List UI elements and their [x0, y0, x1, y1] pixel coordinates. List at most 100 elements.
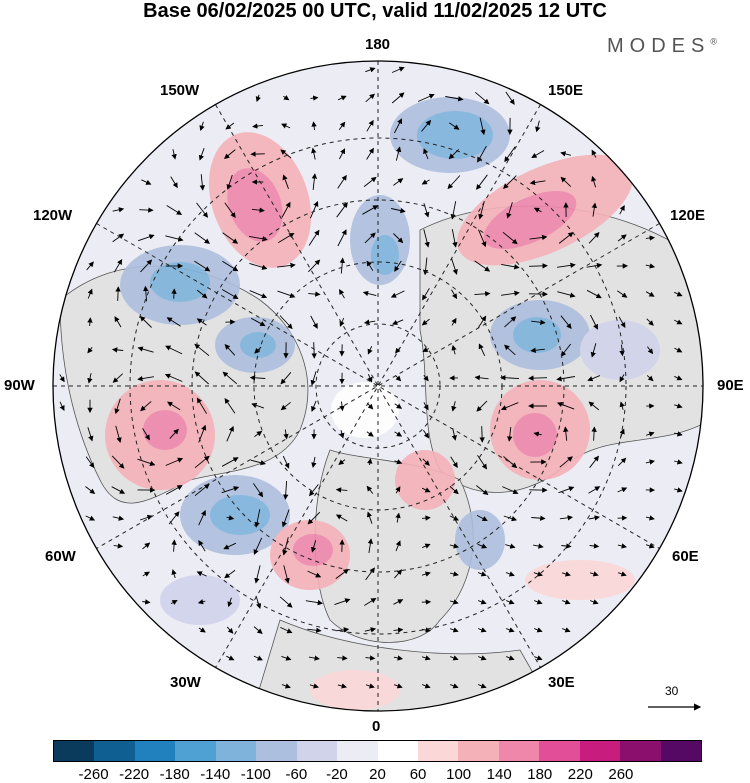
colorbar-swatch	[620, 741, 661, 761]
colorbar-swatch	[539, 741, 580, 761]
arrow-icon	[673, 431, 683, 437]
arrow-icon	[393, 683, 403, 689]
arrow-icon	[534, 627, 543, 633]
arrow-icon	[586, 289, 602, 299]
arrow-icon	[141, 179, 152, 185]
colorbar-swatch	[337, 741, 378, 761]
arrow-icon	[451, 344, 457, 355]
arrow-icon	[447, 175, 461, 190]
arrow-icon	[249, 290, 268, 299]
arrow-icon	[421, 571, 431, 577]
arrow-icon	[366, 511, 373, 524]
arrow-icon	[394, 403, 403, 409]
lon-label-0: 0	[372, 718, 381, 735]
arrow-icon	[283, 95, 290, 101]
arrow-icon	[535, 120, 541, 133]
lon-label-180: 180	[365, 36, 391, 53]
arrow-icon	[310, 95, 319, 101]
colorbar-swatch	[417, 741, 459, 761]
arrow-icon	[366, 431, 374, 437]
arrow-icon	[450, 655, 459, 661]
arrow-icon	[560, 343, 572, 357]
arrow-icon	[645, 515, 655, 521]
arrow-icon	[589, 571, 599, 577]
arrow-icon	[171, 149, 177, 160]
arrow-icon	[283, 429, 289, 440]
arrow-icon	[478, 655, 487, 661]
arrow-icon	[588, 401, 600, 411]
arrow-icon	[366, 402, 374, 410]
arrow-icon	[198, 509, 206, 526]
arrow-icon	[338, 459, 346, 465]
arrow-icon	[339, 317, 345, 327]
arrow-icon	[674, 403, 683, 409]
arrow-icon	[674, 375, 683, 381]
arrow-icon	[417, 93, 435, 102]
arrow-icon	[251, 402, 265, 409]
arrow-icon	[253, 626, 263, 634]
arrow-icon	[557, 262, 576, 269]
arrow-icon	[171, 288, 177, 299]
arrow-icon	[137, 458, 156, 466]
arrow-icon	[165, 457, 184, 466]
arrow-icon	[113, 543, 124, 549]
arrow-icon	[310, 540, 317, 553]
arrow-icon	[199, 121, 205, 132]
arrow-icon	[226, 655, 235, 661]
arrow-icon	[502, 231, 518, 245]
arrow-icon	[501, 290, 520, 297]
colorbar-tick-label: 220	[567, 766, 593, 783]
arrow-icon	[254, 509, 261, 528]
arrow-icon	[528, 375, 548, 381]
colorbar-tick-label: -140	[200, 766, 231, 783]
graticule	[53, 61, 703, 711]
arrow-icon	[395, 374, 402, 382]
arrow-icon	[529, 179, 546, 186]
arrow-icon	[166, 205, 183, 215]
arrow-icon	[365, 567, 375, 581]
arrow-icon	[367, 538, 374, 553]
arrow-icon	[362, 205, 379, 215]
colorbar-tick-label: -20	[326, 766, 348, 783]
arrow-icon	[556, 376, 575, 382]
arrow-icon	[674, 291, 683, 297]
arrow-icon	[165, 345, 183, 355]
arrow-icon	[255, 94, 261, 103]
polar-map	[52, 60, 704, 712]
arrow-icon	[393, 118, 403, 134]
arrow-icon	[143, 285, 149, 302]
arrow-icon	[196, 318, 207, 326]
arrow-icon	[423, 375, 429, 382]
arrow-icon	[479, 117, 486, 136]
arrow-icon	[336, 202, 348, 218]
arrow-icon	[674, 347, 683, 353]
arrow-icon	[363, 319, 376, 325]
arrow-icon	[617, 543, 627, 549]
arrow-icon	[531, 515, 546, 521]
arrow-icon	[309, 484, 319, 497]
arrow-icon	[590, 599, 599, 605]
arrow-icon	[479, 426, 485, 443]
arrow-icon	[533, 431, 542, 437]
brand-mark: ®	[710, 36, 717, 47]
arrow-icon	[222, 260, 239, 272]
arrow-icon	[227, 597, 233, 608]
arrow-icon	[310, 315, 318, 329]
arrow-icon	[87, 317, 93, 326]
arrow-icon	[391, 319, 404, 325]
arrow-icon	[618, 316, 626, 328]
arrow-icon	[310, 371, 317, 386]
arrow-icon	[254, 346, 262, 354]
arrow-icon	[87, 373, 93, 384]
arrow-icon	[196, 289, 208, 299]
arrow-icon	[395, 540, 401, 552]
arrow-icon	[588, 486, 601, 494]
arrow-icon	[506, 202, 513, 219]
arrow-icon	[477, 315, 487, 328]
colorbar-swatch	[458, 741, 499, 761]
arrow-icon	[139, 315, 152, 328]
arrow-icon	[504, 344, 516, 356]
arrow-icon	[309, 200, 319, 219]
arrow-icon	[250, 459, 266, 466]
arrow-icon	[198, 627, 206, 633]
